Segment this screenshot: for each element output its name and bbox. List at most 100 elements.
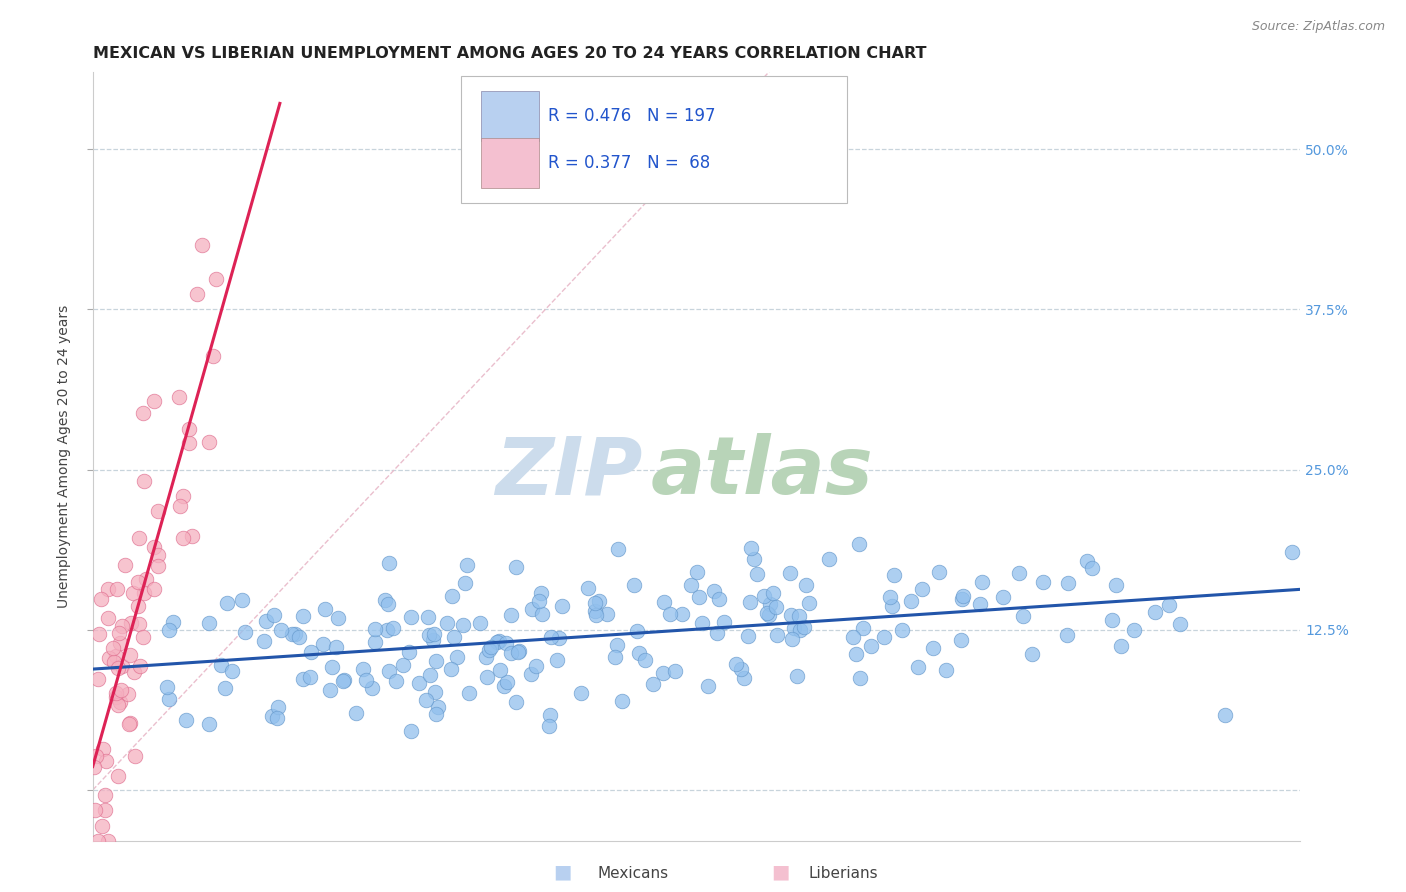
Point <box>425 654 447 668</box>
Point <box>740 541 762 555</box>
Text: R = 0.377   N =  68: R = 0.377 N = 68 <box>548 154 710 172</box>
Point <box>107 661 129 675</box>
Point <box>111 659 134 673</box>
Point <box>354 673 377 687</box>
Point <box>416 609 439 624</box>
Point <box>793 620 815 634</box>
Point <box>891 623 914 637</box>
Point <box>522 602 544 616</box>
Point <box>97 582 120 597</box>
Point <box>353 662 375 676</box>
Point <box>742 552 765 566</box>
Point <box>124 749 146 764</box>
Point <box>332 674 354 689</box>
Point <box>626 624 648 638</box>
Point <box>524 659 547 673</box>
Point <box>108 695 131 709</box>
Point <box>585 608 607 623</box>
Point <box>486 635 509 649</box>
Point <box>214 681 236 695</box>
Point <box>520 667 543 681</box>
Point <box>198 716 221 731</box>
Point <box>118 648 141 662</box>
Point <box>468 615 491 630</box>
Point <box>97 650 120 665</box>
Point <box>911 582 934 597</box>
Point <box>91 819 114 833</box>
Point <box>132 586 155 600</box>
Point <box>671 607 693 621</box>
Text: ■: ■ <box>553 863 572 881</box>
Point <box>588 594 610 608</box>
Point <box>761 586 783 600</box>
Point <box>779 566 801 580</box>
Point <box>201 349 224 363</box>
Point <box>263 608 285 623</box>
Point <box>703 583 725 598</box>
Point <box>928 565 950 579</box>
Point <box>87 627 110 641</box>
Point <box>596 607 619 621</box>
Point <box>907 660 929 674</box>
Point <box>508 644 530 658</box>
Point <box>883 567 905 582</box>
Text: atlas: atlas <box>651 434 873 511</box>
Point <box>1101 613 1123 627</box>
Point <box>1021 647 1043 661</box>
Point <box>419 668 441 682</box>
Point <box>852 621 875 635</box>
Point <box>143 540 166 554</box>
Point <box>91 741 114 756</box>
Point <box>167 390 190 404</box>
Point <box>398 645 420 659</box>
Point <box>576 581 599 595</box>
Y-axis label: Unemployment Among Ages 20 to 24 years: Unemployment Among Ages 20 to 24 years <box>58 305 72 608</box>
Point <box>725 657 748 672</box>
Point <box>87 673 110 687</box>
Text: MEXICAN VS LIBERIAN UNEMPLOYMENT AMONG AGES 20 TO 24 YEARS CORRELATION CHART: MEXICAN VS LIBERIAN UNEMPLOYMENT AMONG A… <box>93 46 927 62</box>
Point <box>454 576 477 591</box>
Point <box>132 474 155 488</box>
Point <box>427 700 450 714</box>
Point <box>177 422 200 436</box>
Point <box>1011 609 1033 624</box>
Point <box>162 615 184 629</box>
Point <box>284 627 307 641</box>
Point <box>299 644 322 658</box>
Point <box>105 690 128 704</box>
Point <box>423 685 446 699</box>
Point <box>797 596 820 610</box>
Point <box>755 606 778 620</box>
Point <box>378 664 401 678</box>
Point <box>765 628 787 642</box>
Point <box>1111 639 1133 653</box>
Point <box>291 608 314 623</box>
Point <box>688 590 710 604</box>
Point <box>142 582 165 597</box>
Point <box>440 589 463 603</box>
Point <box>169 499 191 513</box>
Point <box>745 567 768 582</box>
Point <box>623 577 645 591</box>
Point <box>538 719 561 733</box>
FancyBboxPatch shape <box>481 138 540 188</box>
Point <box>132 630 155 644</box>
Point <box>146 548 169 562</box>
Point <box>478 643 501 657</box>
Point <box>499 646 522 660</box>
Text: Mexicans: Mexicans <box>598 866 669 881</box>
Point <box>146 503 169 517</box>
Point <box>949 633 972 648</box>
Point <box>952 589 974 603</box>
FancyBboxPatch shape <box>461 76 848 202</box>
Point <box>443 631 465 645</box>
Point <box>325 640 347 655</box>
Point <box>179 435 201 450</box>
Point <box>531 607 554 622</box>
Point <box>527 594 550 608</box>
Point <box>231 592 253 607</box>
Point <box>128 659 150 673</box>
Point <box>530 585 553 599</box>
Point <box>104 648 127 663</box>
Point <box>108 626 131 640</box>
